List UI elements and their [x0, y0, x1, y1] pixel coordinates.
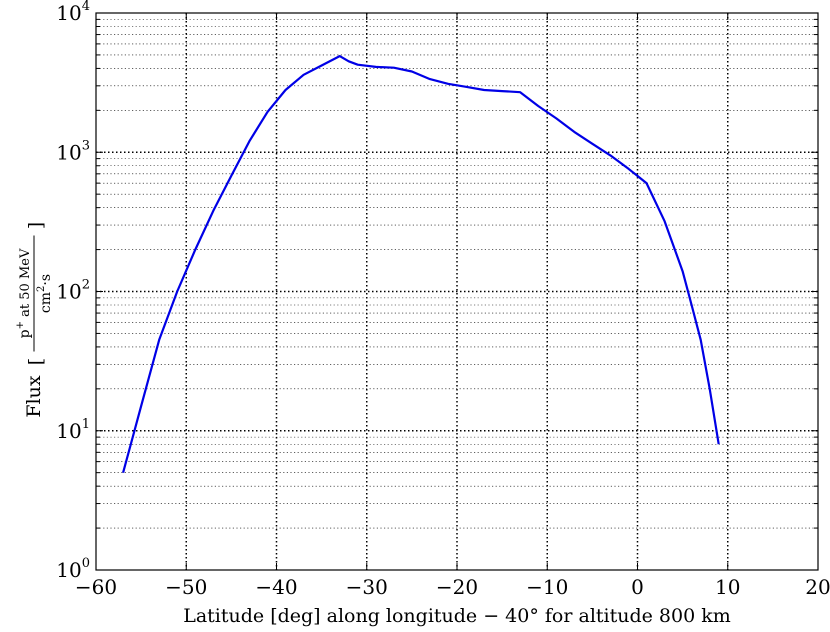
y-axis-label-main: Flux — [23, 375, 45, 417]
y-axis-label-denominator-prefix: cm — [38, 292, 54, 313]
x-tick-label: −30 — [346, 575, 388, 599]
x-tick-label: −60 — [75, 575, 117, 599]
y-tick-label: 102 — [56, 278, 90, 304]
x-tick-label: −40 — [255, 575, 297, 599]
x-tick-label: −50 — [165, 575, 207, 599]
x-tick-label: −20 — [436, 575, 478, 599]
major-gridlines — [96, 13, 818, 570]
y-axis-label-bracket-open: [ — [25, 358, 47, 365]
y-ticks: 100 101 102 103 104 — [56, 0, 818, 582]
y-tick-label: 101 — [56, 417, 90, 443]
y-tick-label: 104 — [56, 0, 90, 25]
y-axis-label-bracket-close: ] — [25, 222, 47, 229]
y-axis-label-denominator-suffix: ·s — [38, 274, 54, 286]
y-axis-label-denominator-sup: 2 — [36, 286, 47, 292]
x-axis-label: Latitude [deg] along longitude − 40° for… — [183, 605, 731, 627]
y-axis-label-numerator-sup: + — [15, 321, 26, 329]
x-ticks: −60 −50 −40 −30 −20 −10 0 10 20 — [75, 13, 830, 599]
x-tick-label: 0 — [631, 575, 644, 599]
x-tick-label: 10 — [715, 575, 740, 599]
x-tick-label: −10 — [526, 575, 568, 599]
series-line — [122, 54, 720, 473]
y-axis-label: Flux [ ] p+ at 50 MeV cm2·s — [15, 222, 54, 418]
y-axis-label-numerator-prefix: p — [17, 329, 33, 338]
x-tick-label: 20 — [805, 575, 830, 599]
y-tick-label: 103 — [56, 138, 90, 164]
y-tick-label: 100 — [56, 556, 90, 582]
y-axis-label-denominator: cm2·s — [36, 274, 54, 313]
series-layer — [122, 54, 720, 473]
y-axis-label-numerator: p+ at 50 MeV — [15, 248, 33, 338]
y-axis-label-numerator-suffix: at 50 MeV — [18, 248, 33, 321]
